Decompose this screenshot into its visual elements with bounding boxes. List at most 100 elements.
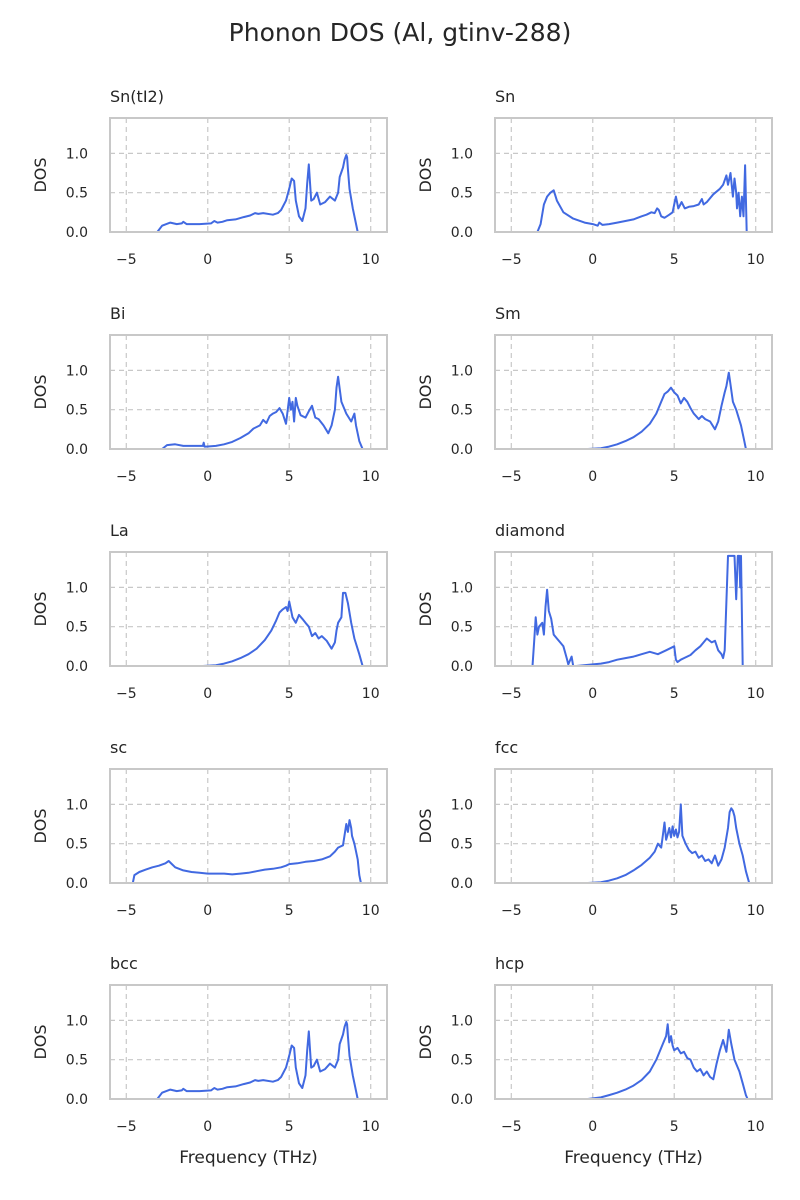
x-tick-label: −5 [501, 903, 522, 919]
subplot: La −5 0 5 10 0.0 0.5 1.0 DOS [31, 521, 388, 702]
axes-frame [109, 984, 388, 1100]
x-tick-label: 0 [203, 903, 212, 919]
x-tick-label: 5 [670, 903, 679, 919]
x-tick-label: −5 [501, 469, 522, 485]
y-tick-label: 0.0 [66, 659, 88, 675]
x-tick-label: 0 [588, 469, 597, 485]
x-tick-label: 0 [203, 252, 212, 268]
x-tick-label: 10 [747, 469, 765, 485]
subplot-title: fcc [495, 738, 518, 757]
dos-series-line [136, 154, 379, 233]
subplot-title: Sn(tI2) [110, 87, 164, 106]
x-tick-label: 5 [670, 469, 679, 485]
figure-title: Phonon DOS (Al, gtinv-288) [228, 18, 572, 47]
axes-frame [109, 117, 388, 233]
y-tick-label: 0.5 [451, 620, 473, 636]
x-tick-label: 10 [362, 903, 380, 919]
x-tick-label: −5 [501, 1119, 522, 1135]
x-tick-label: 0 [588, 903, 597, 919]
y-axis-label: DOS [416, 1024, 435, 1059]
axes-frame [494, 117, 773, 233]
y-tick-label: 0.5 [66, 403, 88, 419]
x-tick-label: −5 [116, 1119, 137, 1135]
y-tick-label: 0.5 [66, 620, 88, 636]
x-tick-label: 10 [362, 1119, 380, 1135]
x-tick-label: 5 [285, 903, 294, 919]
axes-frame [109, 768, 388, 884]
y-tick-label: 0.5 [451, 403, 473, 419]
axes-frame [109, 551, 388, 667]
y-tick-label: 0.5 [66, 186, 88, 202]
x-tick-label: −5 [116, 686, 137, 702]
x-axis-label: Frequency (THz) [564, 1148, 703, 1168]
subplot: fcc −5 0 5 10 0.0 0.5 1.0 DOS [416, 738, 773, 919]
y-tick-label: 0.0 [66, 225, 88, 241]
subplot-title: La [110, 521, 129, 540]
y-axis-label: DOS [31, 591, 50, 626]
y-tick-label: 0.5 [451, 186, 473, 202]
x-tick-label: 5 [285, 252, 294, 268]
dos-series-line [508, 554, 764, 667]
axes-frame [494, 551, 773, 667]
x-tick-label: 5 [285, 686, 294, 702]
y-tick-label: 0.5 [66, 837, 88, 853]
y-tick-label: 0.0 [451, 1092, 473, 1108]
x-tick-label: 5 [285, 1119, 294, 1135]
y-tick-label: 0.5 [66, 1053, 88, 1069]
x-tick-label: 10 [747, 903, 765, 919]
x-axis-label: Frequency (THz) [179, 1148, 318, 1168]
x-tick-label: −5 [116, 252, 137, 268]
y-tick-label: 0.0 [451, 442, 473, 458]
y-tick-label: 0.0 [66, 876, 88, 892]
y-tick-label: 1.0 [66, 797, 88, 813]
dos-series-line [142, 375, 379, 450]
x-tick-label: −5 [116, 469, 137, 485]
axes-frame [494, 984, 773, 1100]
subplot-title: hcp [495, 954, 524, 973]
x-tick-label: 0 [588, 686, 597, 702]
x-tick-label: 5 [670, 1119, 679, 1135]
x-tick-label: 10 [747, 1119, 765, 1135]
y-tick-label: 1.0 [66, 363, 88, 379]
y-tick-label: 0.0 [451, 659, 473, 675]
y-axis-label: DOS [31, 1024, 50, 1059]
subplot: sc −5 0 5 10 0.0 0.5 1.0 DOS [31, 738, 388, 919]
y-tick-label: 1.0 [66, 1013, 88, 1029]
x-tick-label: 10 [362, 469, 380, 485]
x-tick-label: 10 [362, 252, 380, 268]
axes-frame [494, 334, 773, 450]
y-axis-label: DOS [31, 808, 50, 843]
x-tick-label: 10 [362, 686, 380, 702]
dos-series-line [587, 803, 764, 884]
y-tick-label: 0.5 [451, 837, 473, 853]
y-tick-label: 1.0 [451, 146, 473, 162]
y-tick-label: 0.5 [451, 1053, 473, 1069]
x-tick-label: 10 [747, 252, 765, 268]
subplot-title: bcc [110, 954, 138, 973]
y-axis-label: DOS [31, 157, 50, 192]
subplot: diamond −5 0 5 10 0.0 0.5 1.0 DOS [416, 521, 773, 702]
y-tick-label: 0.0 [451, 225, 473, 241]
dos-series-line [587, 371, 764, 450]
x-tick-label: 10 [747, 686, 765, 702]
subplot: hcp −5 0 5 10 0.0 0.5 1.0 DOS Frequency (THz) [416, 954, 773, 1168]
dos-series-line [202, 591, 379, 667]
axes-frame [494, 768, 773, 884]
y-axis-label: DOS [31, 374, 50, 409]
x-tick-label: 0 [203, 1119, 212, 1135]
y-tick-label: 0.0 [451, 876, 473, 892]
subplot-title: Sm [495, 304, 521, 323]
dos-series-line [587, 1023, 764, 1100]
y-tick-label: 0.0 [66, 442, 88, 458]
y-axis-label: DOS [416, 374, 435, 409]
y-axis-label: DOS [416, 591, 435, 626]
subplot-title: Sn [495, 87, 515, 106]
y-tick-label: 0.0 [66, 1092, 88, 1108]
x-tick-label: 5 [670, 252, 679, 268]
y-tick-label: 1.0 [66, 580, 88, 596]
y-tick-label: 1.0 [66, 146, 88, 162]
axes-frame [109, 334, 388, 450]
y-tick-label: 1.0 [451, 797, 473, 813]
